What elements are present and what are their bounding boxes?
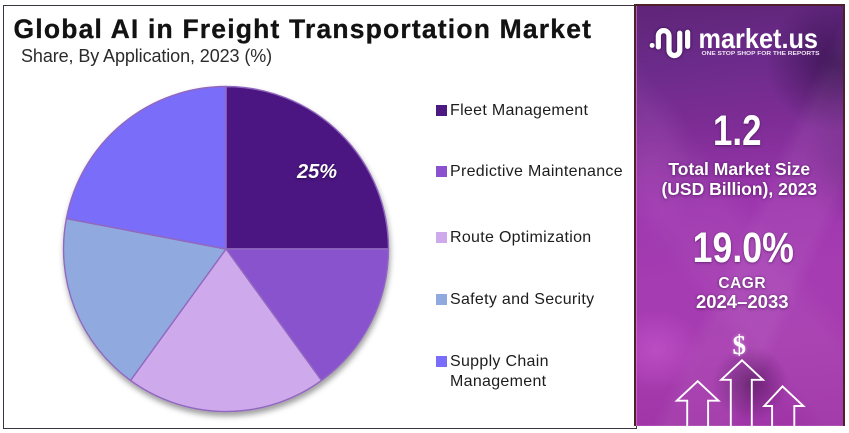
svg-text:market.us: market.us [699,23,819,54]
svg-text:25%: 25% [296,161,337,183]
svg-text:ONE STOP SHOP FOR THE REPORTS: ONE STOP SHOP FOR THE REPORTS [702,51,820,57]
